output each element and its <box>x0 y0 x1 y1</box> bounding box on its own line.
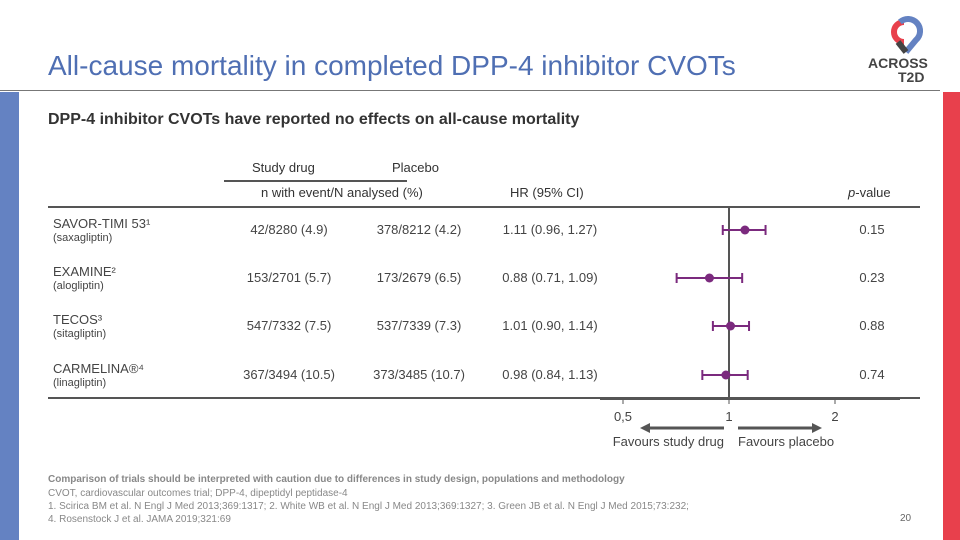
svg-text:T2D: T2D <box>898 69 924 84</box>
x-tick-label: 2 <box>831 409 838 424</box>
drug-name: (linagliptin) <box>53 377 107 389</box>
references-2: 4. Rosenstock J et al. JAMA 2019;321:69 <box>48 514 231 525</box>
header-n-events: n with event/N analysed (%) <box>261 185 423 200</box>
p-value: 0.23 <box>859 270 885 285</box>
header-placebo: Placebo <box>392 160 439 175</box>
placebo-events: 373/3485 (10.7) <box>373 367 465 382</box>
trial-name: TECOS³ <box>53 312 103 327</box>
logo: ACROSS T2D <box>866 12 930 85</box>
subtitle: DPP-4 inhibitor CVOTs have reported no e… <box>48 111 580 128</box>
group-underline <box>224 180 407 182</box>
p-value: 0.74 <box>859 367 885 382</box>
p-value: 0.15 <box>859 222 885 237</box>
hr-point <box>721 370 731 380</box>
placebo-events: 173/2679 (6.5) <box>376 270 462 285</box>
table-bottom-rule <box>48 397 920 399</box>
x-tick-label: 1 <box>725 409 732 424</box>
trial-name: SAVOR-TIMI 53¹ <box>53 216 151 231</box>
study-events: 153/2701 (5.7) <box>246 270 332 285</box>
p-italic: p <box>848 185 856 200</box>
table-top-rule <box>48 206 920 208</box>
trial-name: EXAMINE² <box>53 264 116 279</box>
p-value: 0.88 <box>859 318 885 333</box>
hr-point <box>740 225 750 235</box>
study-events: 42/8280 (4.9) <box>250 222 328 237</box>
across-t2d-logo-icon: ACROSS T2D <box>868 15 928 85</box>
page-title: All-cause mortality in completed DPP-4 i… <box>48 50 736 81</box>
right-accent-bar <box>943 92 960 540</box>
hr-ci: 1.01 (0.90, 1.14) <box>502 318 598 333</box>
trial-name: CARMELINA®⁴ <box>53 361 145 376</box>
x-tick-label: 0,5 <box>614 409 632 424</box>
drug-name: (sitagliptin) <box>53 328 107 340</box>
caution-note: Comparison of trials should be interpret… <box>48 474 625 485</box>
hr-point <box>726 321 736 331</box>
header-hr: HR (95% CI) <box>510 185 584 200</box>
favours-study-label: Favours study drug <box>613 434 724 449</box>
header-divider <box>0 90 940 91</box>
header-pvalue: p-value <box>848 185 891 200</box>
hr-ci: 1.11 (0.96, 1.27) <box>502 222 598 237</box>
references-1: 1. Scirica BM et al. N Engl J Med 2013;3… <box>48 501 689 512</box>
study-events: 367/3494 (10.5) <box>243 367 335 382</box>
left-accent-bar <box>0 92 19 540</box>
value-text: -value <box>855 185 891 200</box>
study-events: 547/7332 (7.5) <box>246 318 332 333</box>
placebo-events: 378/8212 (4.2) <box>376 222 462 237</box>
arrow-right-icon <box>812 423 822 433</box>
header-study-drug: Study drug <box>252 160 315 175</box>
hr-ci: 0.88 (0.71, 1.09) <box>502 270 598 285</box>
arrow-left-icon <box>640 423 650 433</box>
page-number: 20 <box>900 513 912 524</box>
hr-ci: 0.98 (0.84, 1.13) <box>502 367 598 382</box>
placebo-events: 537/7339 (7.3) <box>376 318 462 333</box>
drug-name: (alogliptin) <box>53 280 104 292</box>
favours-placebo-label: Favours placebo <box>738 434 834 449</box>
svg-text:ACROSS: ACROSS <box>868 55 928 71</box>
drug-name: (saxagliptin) <box>53 232 113 244</box>
abbreviations: CVOT, cardiovascular outcomes trial; DPP… <box>48 488 348 499</box>
hr-point <box>704 273 714 283</box>
